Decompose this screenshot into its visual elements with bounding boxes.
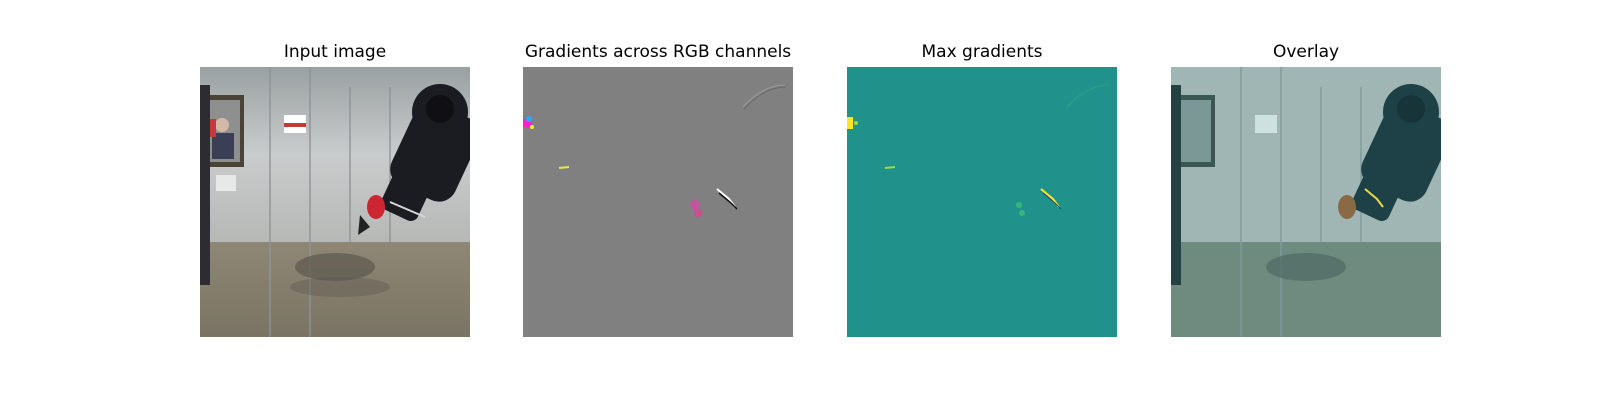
panel-overlay: Overlay: [1171, 38, 1441, 337]
panel-title: Input image: [283, 42, 387, 62]
panel-input-image: Input image: [200, 38, 470, 337]
panel-title: Max gradients: [921, 42, 1043, 62]
overlay-image: [1171, 67, 1441, 337]
panel-title: Gradients across RGB channels: [524, 42, 792, 62]
panel-max-gradients: Max gradients: [847, 38, 1117, 337]
max-gradients-image: [847, 67, 1117, 337]
panel-rgb-gradients: Gradients across RGB channels: [523, 38, 793, 337]
input-image: [200, 67, 470, 337]
panel-title: Overlay: [1272, 42, 1340, 62]
rgb-gradients-image: [523, 67, 793, 337]
